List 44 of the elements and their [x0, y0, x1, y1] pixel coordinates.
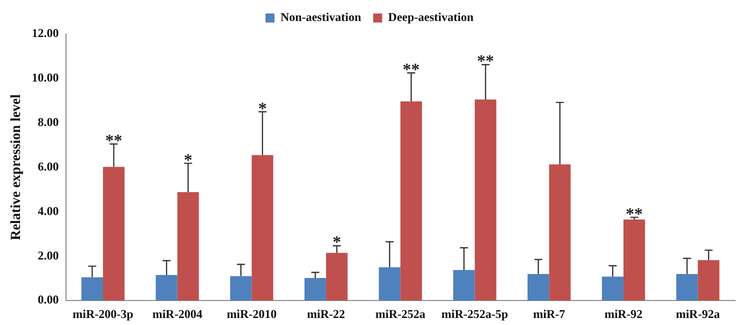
y-tick-label: 4.00 [38, 204, 59, 218]
bar [549, 164, 571, 301]
bar [102, 166, 125, 301]
y-tick-label: 12.00 [32, 26, 59, 40]
x-tick-label: miR-252a [375, 306, 426, 321]
y-tick-label: 0.00 [38, 292, 59, 307]
annotation: ** [402, 60, 420, 79]
x-tick-label: miR-2010 [226, 306, 277, 321]
x-tick-label: miR-2004 [152, 306, 202, 321]
y-tick-label: 8.00 [38, 114, 59, 129]
y-tick-label: 10.00 [32, 70, 59, 85]
annotation: ** [477, 52, 494, 71]
legend-label: Deep-aestivation [388, 10, 474, 24]
bar [378, 267, 400, 301]
annotation: ** [626, 204, 643, 224]
y-axis-title: Relative expression level [9, 94, 24, 240]
x-tick-label: miR-7 [533, 306, 566, 321]
bar [453, 270, 475, 301]
bar [81, 277, 103, 301]
x-tick-label: miR-22 [307, 306, 346, 321]
bar [474, 100, 496, 301]
annotation: ** [105, 130, 122, 150]
bar [400, 101, 422, 301]
annotation: * [184, 150, 192, 170]
annotation: * [332, 232, 342, 252]
bar [230, 276, 252, 301]
bar [326, 252, 348, 301]
bar [676, 274, 698, 301]
bar [623, 220, 646, 301]
bar [698, 260, 720, 301]
x-tick-label: miR-200-3p [72, 306, 134, 321]
bar [177, 192, 199, 301]
x-tick-label: miR-252a-5p [441, 306, 508, 321]
x-tick-label: miR-92a [676, 306, 720, 321]
bar [528, 274, 550, 301]
y-tick-label: 2.00 [38, 248, 59, 262]
bar [304, 278, 326, 301]
y-tick-label: 6.00 [38, 159, 59, 174]
legend-label: Non-aestivation [280, 10, 362, 24]
bar [252, 155, 274, 301]
bar [156, 275, 178, 301]
x-tick-label: miR-92 [604, 306, 642, 321]
bar [602, 276, 624, 301]
annotation: * [258, 98, 267, 118]
